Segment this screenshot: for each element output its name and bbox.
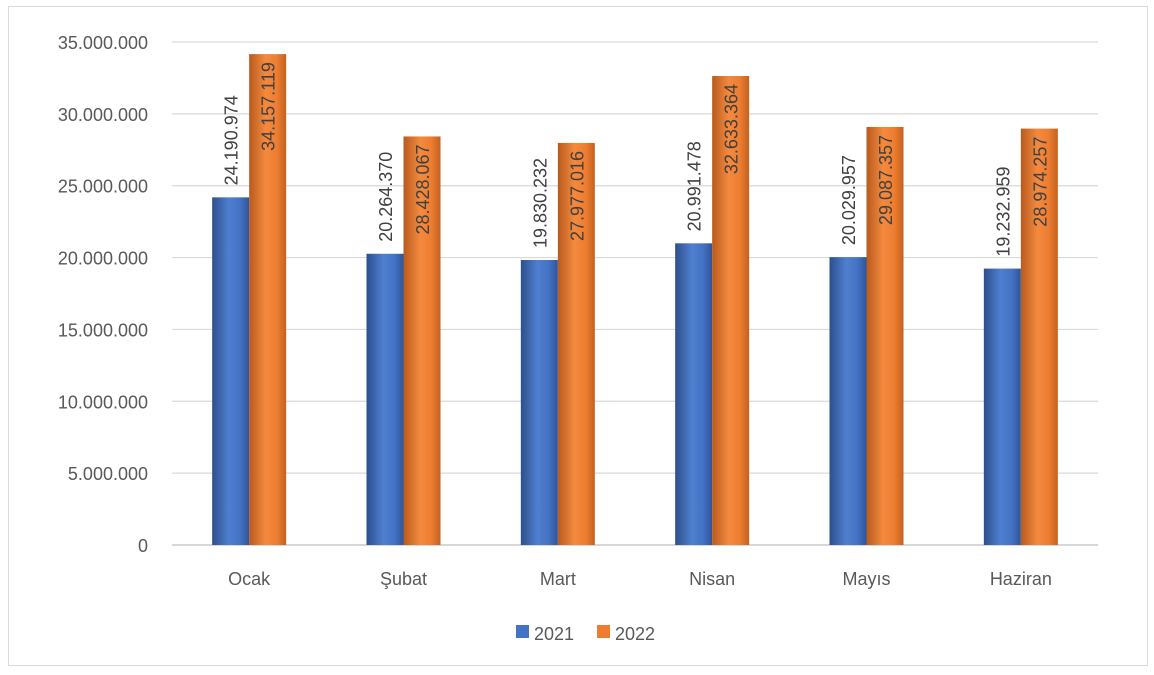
y-tick-label: 20.000.000 bbox=[58, 249, 148, 269]
bar-2021-Ocak bbox=[212, 197, 250, 546]
data-labels: 24.190.974 34.157.119 20.264.370 28.428.067… bbox=[222, 62, 1051, 256]
bar-2022-Haziran bbox=[1020, 128, 1058, 545]
data-label-2021-Şubat: 20.264.370 bbox=[376, 152, 396, 242]
bar-2021-Nisan bbox=[675, 243, 713, 545]
data-label-2021-Nisan: 20.991.478 bbox=[685, 141, 705, 231]
y-tick-label: 5.000.000 bbox=[68, 464, 148, 484]
x-tick-label: Mart bbox=[540, 569, 576, 589]
bar-2021-Haziran bbox=[983, 268, 1021, 545]
data-label-2022-Nisan: 32.633.364 bbox=[722, 84, 742, 174]
data-label-2022-Mayıs: 29.087.357 bbox=[876, 135, 896, 225]
y-tick-label: 0 bbox=[138, 536, 148, 556]
x-tick-label: Şubat bbox=[380, 569, 427, 589]
x-tick-label: Nisan bbox=[689, 569, 735, 589]
data-label-2021-Haziran: 19.232.959 bbox=[993, 167, 1013, 257]
data-label-2022-Mart: 27.977.016 bbox=[567, 151, 587, 241]
legend-label-2021: 2021 bbox=[534, 624, 574, 644]
y-tick-label: 25.000.000 bbox=[58, 177, 148, 197]
legend-swatch-2022 bbox=[597, 625, 610, 638]
bar-2022-Nisan bbox=[712, 76, 750, 546]
legend: 2021 2022 bbox=[516, 624, 655, 644]
y-tick-label: 30.000.000 bbox=[58, 105, 148, 125]
data-label-2021-Ocak: 24.190.974 bbox=[222, 95, 242, 185]
bar-2022-Ocak bbox=[249, 54, 287, 545]
y-tick-label: 15.000.000 bbox=[58, 320, 148, 340]
bar-2021-Şubat bbox=[366, 253, 404, 546]
bar-2022-Mayıs bbox=[866, 126, 904, 545]
bars bbox=[212, 54, 1058, 546]
gridlines bbox=[172, 41, 1098, 546]
data-label-2022-Ocak: 34.157.119 bbox=[259, 62, 279, 151]
bar-2021-Mayıs bbox=[829, 257, 867, 545]
data-label-2021-Mart: 19.830.232 bbox=[530, 158, 550, 248]
bar-2021-Mart bbox=[520, 260, 558, 545]
y-axis-ticks: 0 5.000.000 10.000.000 15.000.000 20.000.000… bbox=[58, 33, 148, 556]
y-tick-label: 35.000.000 bbox=[58, 33, 148, 53]
x-tick-label: Mayıs bbox=[842, 569, 890, 589]
x-tick-label: Haziran bbox=[990, 569, 1052, 589]
data-label-2022-Haziran: 28.974.257 bbox=[1030, 137, 1050, 227]
data-label-2021-Mayıs: 20.029.957 bbox=[839, 155, 859, 245]
x-axis-labels: Ocak Şubat Mart Nisan Mayıs Haziran bbox=[228, 569, 1052, 589]
legend-swatch-2021 bbox=[516, 625, 529, 638]
legend-label-2022: 2022 bbox=[615, 624, 655, 644]
data-label-2022-Şubat: 28.428.067 bbox=[413, 144, 433, 234]
x-tick-label: Ocak bbox=[228, 569, 271, 589]
y-tick-label: 10.000.000 bbox=[58, 392, 148, 412]
bar-2022-Mart bbox=[557, 142, 595, 546]
bar-2022-Şubat bbox=[403, 136, 441, 545]
